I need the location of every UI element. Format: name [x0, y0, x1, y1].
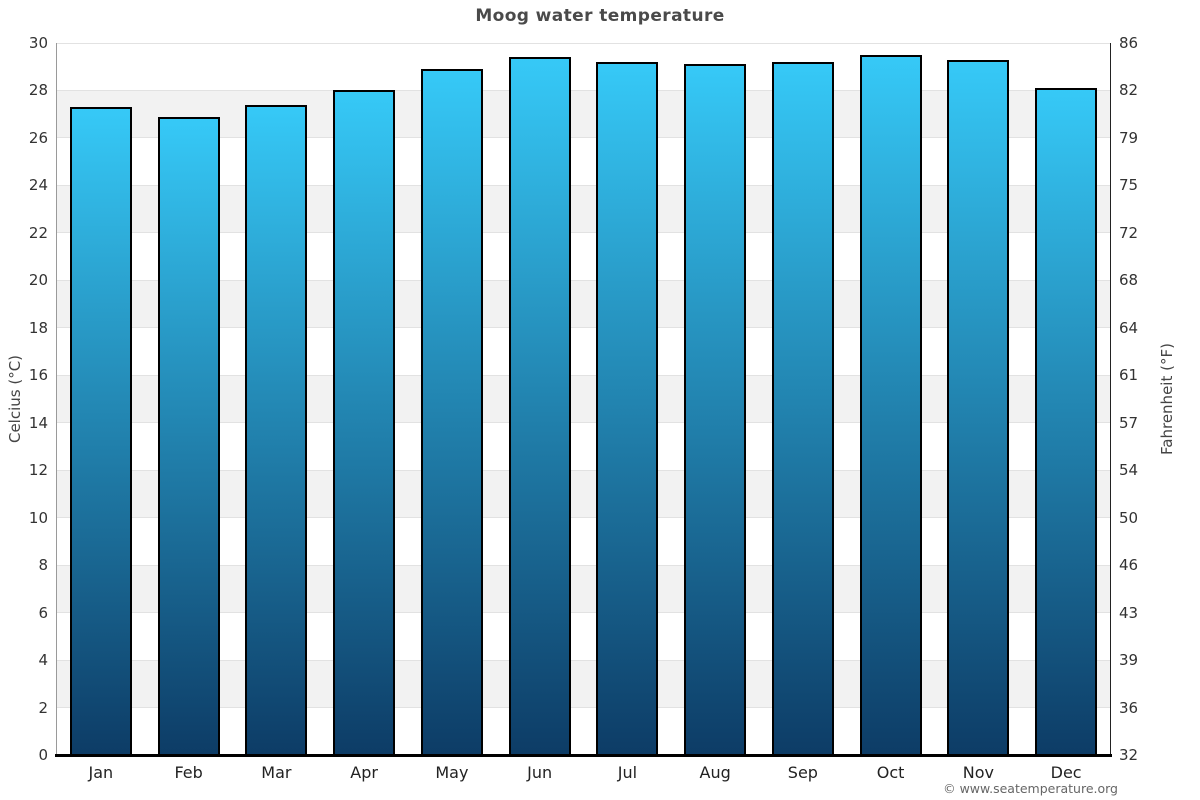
- grid-band: [57, 707, 1110, 755]
- y-axis-tick-label-fahrenheit: 75: [1119, 176, 1139, 195]
- y-axis-tick-label-fahrenheit: 57: [1119, 413, 1139, 432]
- y-axis-tick-label-fahrenheit: 39: [1119, 651, 1139, 670]
- bar-sep: [771, 61, 834, 755]
- bar-may: [420, 69, 483, 755]
- y-axis-tick-label-celsius: 4: [38, 651, 48, 670]
- gridline: [57, 327, 1110, 329]
- x-axis-tick-label: Aug: [699, 763, 731, 782]
- gridline: [57, 374, 1110, 376]
- bar-feb: [157, 116, 220, 755]
- x-axis-tick-label: May: [435, 763, 469, 782]
- gridline: [57, 564, 1110, 566]
- x-axis-tick-label: Jun: [527, 763, 553, 782]
- bar-oct: [859, 54, 922, 755]
- y-axis-tick-label-fahrenheit: 46: [1119, 556, 1139, 575]
- x-axis-line: [55, 754, 1112, 757]
- bar-jan: [69, 107, 132, 755]
- bar-jun: [508, 57, 571, 755]
- y-axis-title-fahrenheit: Fahrenheit (°F): [1158, 343, 1176, 455]
- y-axis-tick-label-celsius: 30: [28, 34, 48, 52]
- gridline: [57, 422, 1110, 424]
- grid-band: [57, 280, 1110, 328]
- x-axis-tick-label: Oct: [876, 763, 905, 782]
- grid-band: [57, 375, 1110, 423]
- y-axis-tick-label-celsius: 26: [28, 128, 48, 147]
- gridline: [57, 184, 1110, 186]
- y-axis-tick-label-celsius: 22: [28, 223, 48, 242]
- y-axis-tick-label-fahrenheit: 54: [1119, 461, 1139, 480]
- grid-band: [57, 232, 1110, 281]
- y-axis-tick-label-celsius: 20: [28, 271, 48, 290]
- x-axis-tick-label: Nov: [962, 763, 994, 782]
- x-axis-tick-label: Jan: [88, 763, 114, 782]
- grid-band: [57, 137, 1110, 186]
- grid-band: [57, 517, 1110, 566]
- x-axis-tick-label: Dec: [1050, 763, 1082, 782]
- bar-apr: [333, 90, 396, 755]
- y-axis-line-left: [56, 43, 57, 755]
- y-axis-title-celsius: Celcius (°C): [6, 354, 24, 444]
- y-axis-tick-label-fahrenheit: 32: [1119, 746, 1139, 764]
- x-axis-tick-label: Mar: [261, 763, 292, 782]
- y-axis-tick-label-fahrenheit: 82: [1119, 81, 1139, 100]
- y-axis-tick-label-fahrenheit: 64: [1119, 318, 1139, 337]
- copyright-credit: © www.seatemperature.org: [943, 781, 1118, 796]
- chart-title: Moog water temperature: [475, 6, 725, 26]
- y-axis-tick-label-celsius: 18: [28, 318, 48, 337]
- bar-dec: [1035, 88, 1098, 755]
- gridline: [57, 659, 1110, 661]
- y-axis-tick-label-celsius: 8: [38, 556, 48, 575]
- x-axis-tick-label: Jul: [617, 763, 638, 782]
- y-axis-tick-label-celsius: 12: [28, 461, 48, 480]
- y-axis-tick-label-fahrenheit: 61: [1119, 366, 1139, 385]
- y-axis-tick-label-fahrenheit: 68: [1119, 271, 1139, 290]
- grid-band: [57, 90, 1110, 138]
- y-axis-tick-label-celsius: 28: [28, 81, 48, 100]
- bar-mar: [245, 104, 308, 755]
- bar-aug: [684, 64, 747, 755]
- y-axis-tick-label-celsius: 10: [28, 508, 48, 527]
- gridline: [57, 279, 1110, 281]
- grid-band: [57, 612, 1110, 661]
- x-axis-tick-label: Feb: [174, 763, 203, 782]
- grid-band: [57, 43, 1110, 91]
- bar-nov: [947, 59, 1010, 755]
- y-axis-tick-label-fahrenheit: 36: [1119, 698, 1139, 717]
- grid-band: [57, 327, 1110, 376]
- x-axis-tick-label: Apr: [350, 763, 378, 782]
- y-axis-tick-label-celsius: 0: [38, 746, 48, 764]
- grid-band: [57, 422, 1110, 471]
- gridline: [57, 707, 1110, 709]
- gridline: [57, 89, 1110, 91]
- y-axis-tick-label-celsius: 6: [38, 603, 48, 622]
- grid-band: [57, 660, 1110, 708]
- bar-jul: [596, 61, 659, 755]
- y-axis-tick-label-fahrenheit: 50: [1119, 508, 1139, 527]
- y-axis-tick-label-fahrenheit: 86: [1119, 34, 1139, 52]
- gridline: [57, 469, 1110, 471]
- gridline: [57, 42, 1110, 44]
- y-axis-tick-label-fahrenheit: 43: [1119, 603, 1139, 622]
- x-axis-tick-label: Sep: [787, 763, 818, 782]
- y-axis-line-right: [1110, 43, 1111, 755]
- y-axis-tick-label-celsius: 2: [38, 698, 48, 717]
- grid-band: [57, 565, 1110, 613]
- gridline: [57, 232, 1110, 234]
- gridline: [57, 137, 1110, 139]
- gridline: [57, 612, 1110, 614]
- grid-band: [57, 470, 1110, 518]
- y-axis-tick-label-fahrenheit: 72: [1119, 223, 1139, 242]
- gridline: [57, 517, 1110, 519]
- grid-band: [57, 185, 1110, 233]
- y-axis-tick-label-fahrenheit: 79: [1119, 128, 1139, 147]
- y-axis-tick-label-celsius: 24: [28, 176, 48, 195]
